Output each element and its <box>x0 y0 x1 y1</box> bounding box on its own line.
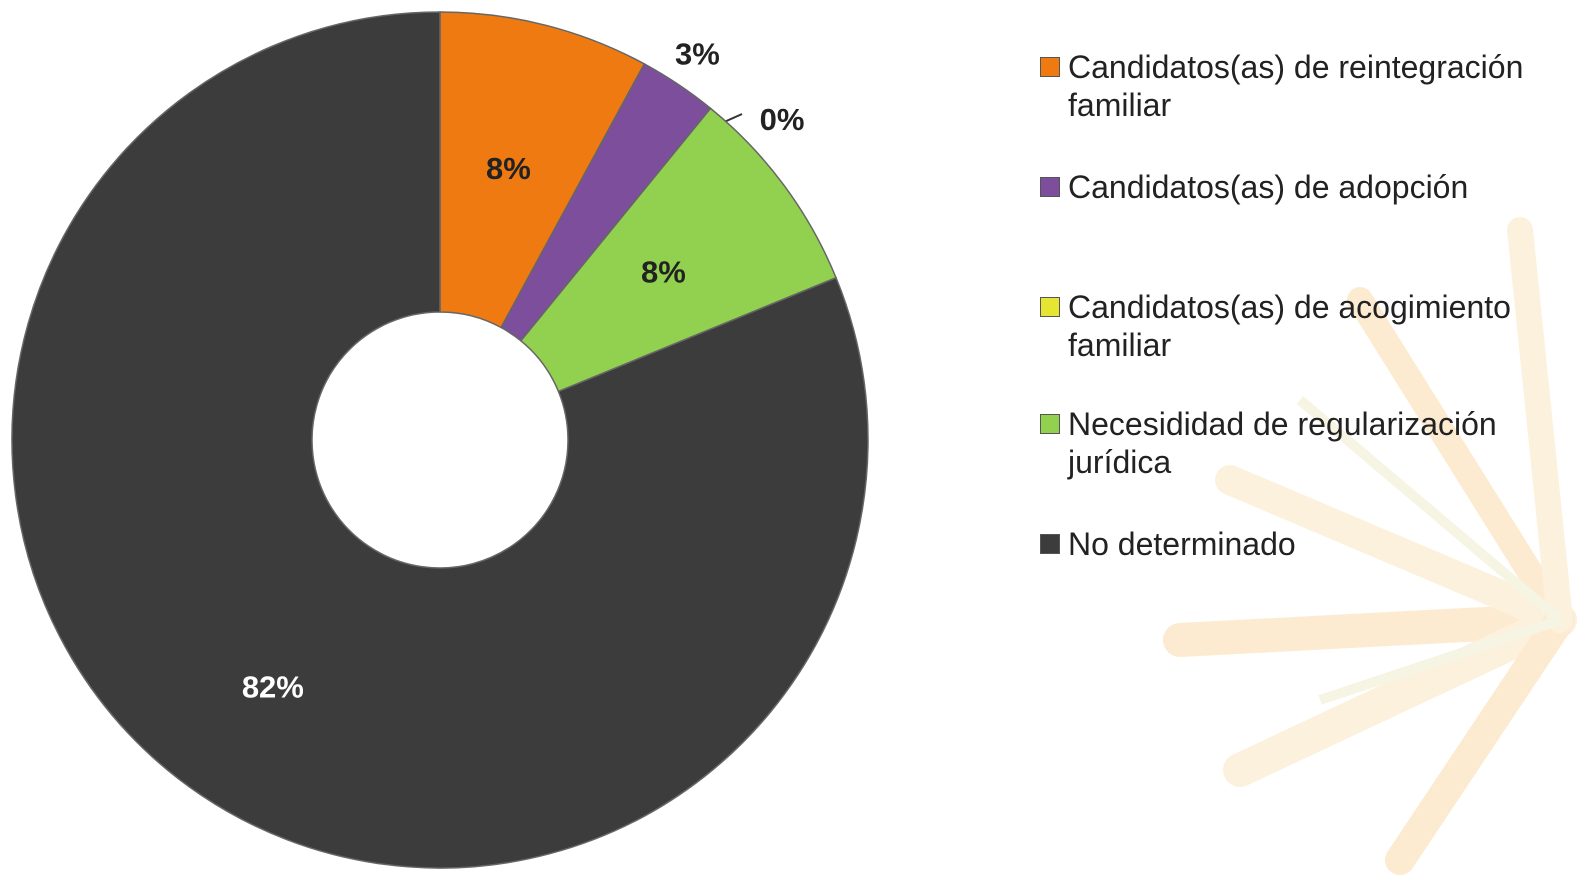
legend-swatch <box>1040 297 1060 317</box>
legend-item: No determinado <box>1040 525 1560 563</box>
legend-item: Necesididad de regularización jurídica <box>1040 405 1560 481</box>
donut-slice <box>11 11 869 869</box>
legend-swatch <box>1040 177 1060 197</box>
background-burst <box>1163 217 1577 875</box>
donut-slice <box>439 11 646 329</box>
legend-item: Candidatos(as) de reintegración familiar <box>1040 48 1560 124</box>
legend-item: Candidatos(as) de adopción <box>1040 168 1560 206</box>
data-label: 8% <box>641 255 686 290</box>
data-label: 0% <box>760 102 805 137</box>
data-label: 8% <box>486 151 531 186</box>
legend-item: Candidatos(as) de acogimiento familiar <box>1040 288 1560 364</box>
legend-swatch <box>1040 57 1060 77</box>
legend-label: Candidatos(as) de acogimiento familiar <box>1068 289 1511 363</box>
data-label: 82% <box>242 669 304 704</box>
legend-swatch <box>1040 534 1060 554</box>
data-label: 3% <box>675 37 720 72</box>
legend-label: No determinado <box>1068 526 1296 562</box>
legend-label: Candidatos(as) de reintegración familiar <box>1068 49 1524 123</box>
legend-label: Necesididad de regularización jurídica <box>1068 406 1497 480</box>
donut-slice <box>519 107 838 393</box>
legend-label: Candidatos(as) de adopción <box>1068 169 1469 205</box>
legend-swatch <box>1040 414 1060 434</box>
